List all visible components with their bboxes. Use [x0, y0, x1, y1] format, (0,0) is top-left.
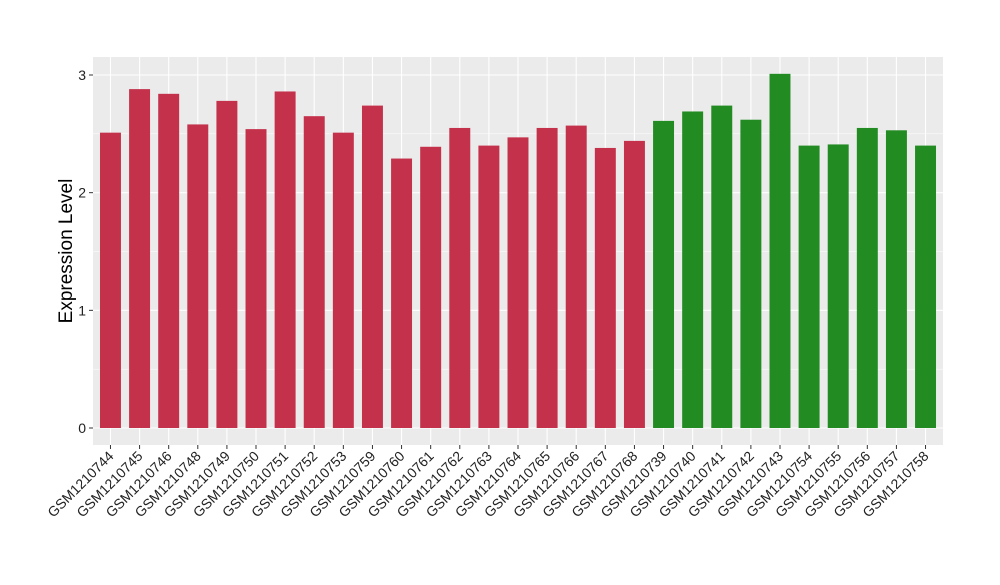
- bar-GSM1210755: [827, 144, 849, 428]
- bar-GSM1210753: [332, 132, 354, 428]
- bar-GSM1210763: [478, 145, 500, 428]
- bars: [99, 73, 937, 429]
- bar-GSM1210767: [594, 147, 616, 428]
- bar-GSM1210760: [391, 158, 413, 428]
- y-tick-label: 3: [78, 67, 86, 83]
- bar-GSM1210765: [536, 127, 558, 428]
- bar-GSM1210750: [245, 129, 267, 429]
- y-tick-label: 1: [78, 302, 86, 318]
- bar-GSM1210746: [158, 93, 180, 429]
- bar-GSM1210741: [711, 105, 733, 429]
- bar-GSM1210754: [798, 145, 820, 428]
- bar-GSM1210761: [420, 146, 442, 428]
- bar-GSM1210756: [856, 127, 878, 428]
- bar-GSM1210762: [449, 127, 471, 428]
- bar-GSM1210766: [565, 125, 587, 428]
- bar-GSM1210742: [740, 119, 762, 429]
- bar-GSM1210745: [129, 89, 151, 429]
- bar-GSM1210739: [653, 120, 675, 428]
- y-tick-label: 0: [78, 420, 86, 436]
- bar-GSM1210757: [885, 130, 907, 428]
- bar-GSM1210749: [216, 100, 238, 429]
- bar-GSM1210743: [769, 73, 791, 428]
- bar-GSM1210758: [915, 145, 937, 428]
- bar-GSM1210764: [507, 137, 529, 428]
- bar-GSM1210740: [682, 111, 704, 428]
- bar-GSM1210748: [187, 124, 209, 429]
- bar-GSM1210759: [361, 105, 383, 429]
- y-axis: 0 1 2 3: [78, 67, 93, 436]
- x-axis: GSM1210744GSM1210745GSM1210746GSM1210748…: [44, 445, 932, 520]
- bar-GSM1210751: [274, 91, 296, 429]
- y-tick-label: 2: [78, 185, 86, 201]
- bar-GSM1210752: [303, 116, 325, 428]
- bar-GSM1210768: [623, 140, 645, 429]
- y-axis-label: Expression Level: [56, 179, 77, 324]
- bar-GSM1210744: [99, 132, 121, 428]
